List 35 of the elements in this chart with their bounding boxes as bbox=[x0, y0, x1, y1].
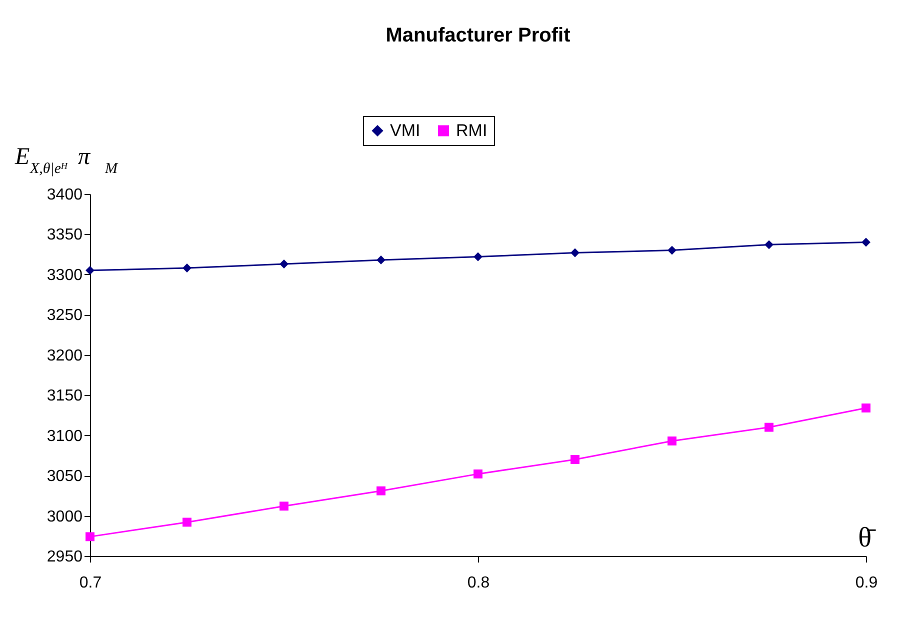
legend-label: VMI bbox=[390, 120, 420, 140]
y-tick-label: 3400 bbox=[46, 186, 83, 204]
chart-title: Manufacturer Profit bbox=[386, 24, 571, 46]
point bbox=[764, 240, 774, 250]
point bbox=[570, 454, 580, 464]
y-tick-label: 2950 bbox=[46, 548, 83, 566]
point bbox=[862, 404, 870, 412]
y-tick-label: 3200 bbox=[46, 347, 83, 364]
x-tick-label: 0.8 bbox=[467, 574, 490, 592]
point bbox=[86, 532, 94, 542]
x-tick-label: 0.9 bbox=[855, 574, 878, 592]
y-tick-label: 3150 bbox=[46, 388, 83, 405]
point bbox=[182, 264, 192, 272]
point bbox=[182, 518, 192, 527]
point bbox=[376, 486, 386, 496]
y-tick-label: 3000 bbox=[46, 508, 83, 526]
y-tick-label: 3100 bbox=[46, 428, 83, 445]
point bbox=[764, 422, 774, 432]
y-tick-label: 3250 bbox=[46, 307, 83, 324]
point bbox=[668, 246, 676, 255]
point bbox=[474, 252, 482, 262]
point bbox=[280, 502, 288, 511]
legend-label: RMI bbox=[456, 120, 488, 140]
point bbox=[280, 260, 288, 268]
point bbox=[570, 248, 580, 258]
point bbox=[862, 238, 870, 247]
y-tick-label: 3050 bbox=[46, 468, 83, 486]
point bbox=[86, 266, 94, 275]
x-axis-title: θ̄ bbox=[858, 522, 876, 554]
y-tick-label: 3300 bbox=[46, 266, 83, 284]
point bbox=[376, 255, 386, 264]
point bbox=[474, 469, 482, 478]
point bbox=[668, 436, 676, 446]
y-tick-label: 3350 bbox=[46, 226, 83, 244]
x-tick-label: 0.7 bbox=[79, 574, 102, 592]
